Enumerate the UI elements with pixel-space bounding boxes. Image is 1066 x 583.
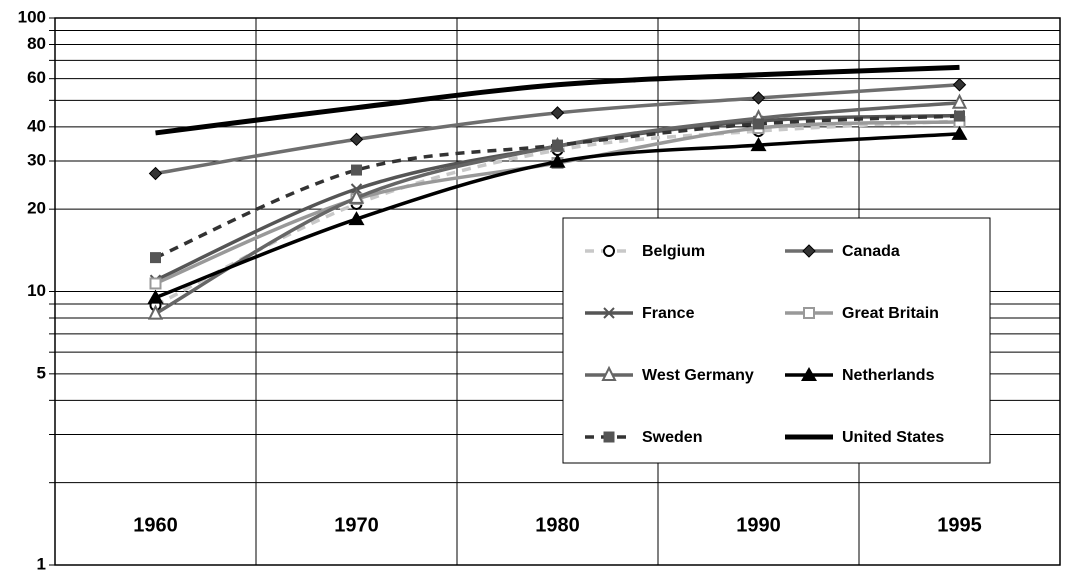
data-point <box>753 118 764 130</box>
series-line <box>155 64 960 136</box>
y-tick-label: 100 <box>18 7 46 26</box>
y-tick-label: 20 <box>27 199 46 218</box>
legend-label: United States <box>842 429 944 446</box>
x-tick-label: 1970 <box>334 514 379 536</box>
legend-marker <box>603 245 615 257</box>
plot-border <box>54 17 1061 566</box>
legend-label: Belgium <box>642 243 705 260</box>
legend-label: West Germany <box>642 367 754 384</box>
x-tick-label: 1995 <box>937 514 982 536</box>
legend-marker <box>603 431 615 443</box>
data-point <box>751 91 766 105</box>
legend-label: Netherlands <box>842 367 935 384</box>
x-tick-label: 1960 <box>133 514 178 536</box>
data-point <box>348 188 365 204</box>
legend-marker <box>803 307 815 319</box>
data-point <box>951 125 968 140</box>
legend-label: Sweden <box>642 429 702 446</box>
data-point <box>147 304 164 320</box>
x-tick-label: 1980 <box>535 514 580 536</box>
y-tick-label: 30 <box>27 150 46 169</box>
legend-marker <box>801 367 817 381</box>
y-tick-label: 40 <box>27 116 46 135</box>
legend-marker <box>601 365 617 381</box>
data-point <box>149 277 162 290</box>
data-point <box>549 153 566 168</box>
y-tick-label: 5 <box>37 363 46 382</box>
legend-label: France <box>642 305 695 322</box>
legend-box <box>562 217 991 464</box>
data-point <box>951 93 968 109</box>
legend-marker <box>802 244 816 258</box>
data-point <box>952 78 967 92</box>
data-point <box>954 110 965 122</box>
y-tick-label: 60 <box>27 68 46 87</box>
data-point <box>348 211 365 226</box>
y-tick-label: 10 <box>27 281 46 300</box>
x-tick-label: 1990 <box>736 514 781 536</box>
data-point <box>550 106 565 120</box>
data-point <box>150 252 161 264</box>
data-point <box>750 137 767 152</box>
y-tick-label: 1 <box>37 554 46 573</box>
data-point <box>147 289 164 304</box>
data-point <box>349 132 364 147</box>
data-point <box>148 166 163 181</box>
legend-label: Great Britain <box>842 305 939 322</box>
y-tick-label: 80 <box>27 34 46 53</box>
data-point <box>351 164 362 176</box>
legend-marker <box>603 307 615 319</box>
legend-label: Canada <box>842 243 900 260</box>
data-point <box>552 139 563 151</box>
